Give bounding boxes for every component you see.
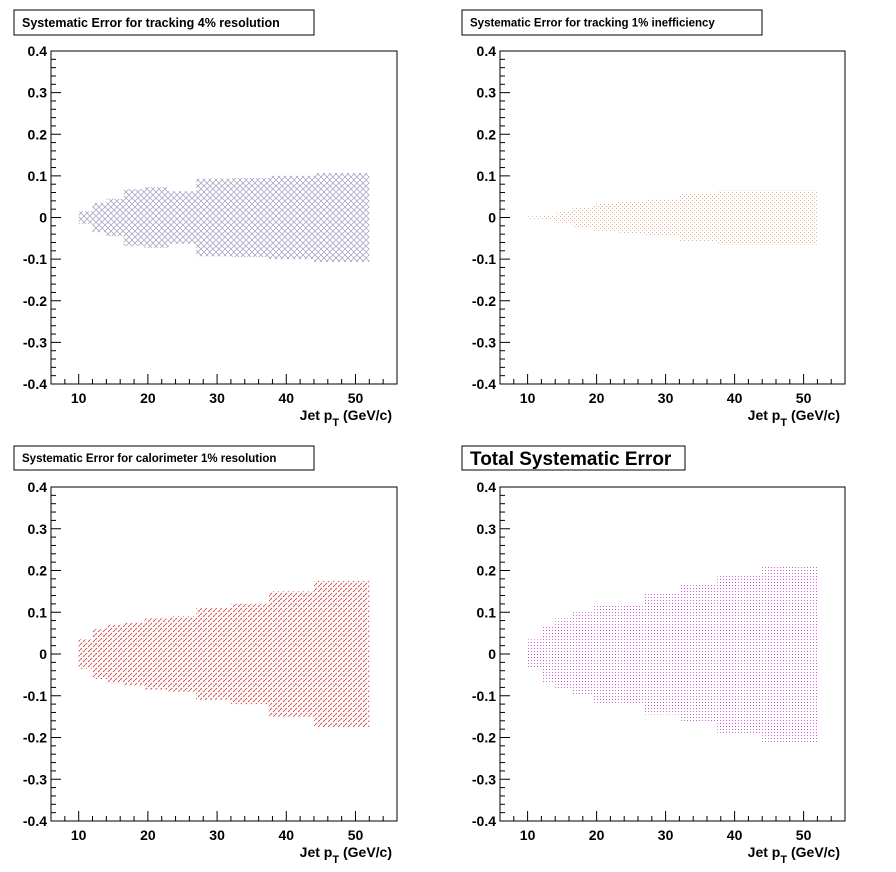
title-box bbox=[461, 445, 686, 471]
x-tick-label: 30 bbox=[209, 827, 225, 843]
x-axis-title: Jet pT (GeV/c) bbox=[300, 407, 392, 429]
y-tick-label: 0.3 bbox=[477, 521, 497, 537]
y-tick-label: 0 bbox=[39, 646, 47, 662]
x-tick-label: 20 bbox=[140, 827, 156, 843]
x-tick-label: 30 bbox=[209, 390, 225, 406]
y-tick-label: 0.4 bbox=[28, 479, 48, 495]
y-tick-label: -0.3 bbox=[23, 334, 47, 350]
x-tick-label: 40 bbox=[727, 827, 743, 843]
x-axis-title: Jet pT (GeV/c) bbox=[300, 844, 392, 866]
error-band bbox=[78, 580, 370, 728]
x-tick-label: 10 bbox=[520, 390, 536, 406]
y-tick-label: -0.4 bbox=[23, 813, 47, 829]
y-tick-label: 0.3 bbox=[28, 85, 48, 101]
y-tick-label: 0.2 bbox=[28, 563, 48, 579]
x-tick-label: 10 bbox=[71, 827, 87, 843]
x-tick-label: 10 bbox=[520, 827, 536, 843]
y-tick-label: -0.3 bbox=[472, 334, 496, 350]
x-tick-label: 10 bbox=[71, 390, 87, 406]
chart-panel-4: -0.4 -0.3 -0.2 -0.1 0 0.1 0.2 0.3 0.4 10 20 30 40 50J… bbox=[461, 445, 846, 866]
chart-title: Total Systematic Error bbox=[470, 449, 672, 470]
y-tick-label: -0.1 bbox=[472, 251, 496, 267]
chart-panel-2: -0.4 -0.3 -0.2 -0.1 0 0.1 0.2 0.3 0.4 10 20 30 40 50J… bbox=[461, 9, 846, 429]
title-box bbox=[13, 445, 315, 471]
x-tick-label: 50 bbox=[796, 827, 812, 843]
y-tick-label: -0.1 bbox=[23, 688, 47, 704]
error-band bbox=[527, 565, 818, 743]
error-band bbox=[78, 172, 370, 263]
y-tick-label: 0 bbox=[488, 646, 496, 662]
x-tick-label: 30 bbox=[658, 390, 674, 406]
y-tick-label: 0.4 bbox=[477, 479, 497, 495]
title-box bbox=[13, 9, 315, 36]
title-box bbox=[461, 9, 763, 36]
chart-title: Systematic Error for tracking 4% resolut… bbox=[22, 16, 280, 30]
y-tick-label: 0 bbox=[39, 210, 47, 226]
y-tick-label: 0.3 bbox=[28, 521, 48, 537]
error-band bbox=[527, 190, 818, 245]
y-tick-label: -0.1 bbox=[23, 251, 47, 267]
y-tick-label: 0.1 bbox=[477, 168, 497, 184]
y-tick-label: 0.1 bbox=[477, 604, 497, 620]
y-tick-label: 0.2 bbox=[28, 126, 48, 142]
chart-title: Systematic Error for tracking 1% ineffic… bbox=[470, 18, 715, 30]
y-tick-label: 0.2 bbox=[477, 563, 497, 579]
x-axis-title: Jet pT (GeV/c) bbox=[748, 407, 840, 429]
x-axis-title: Jet pT (GeV/c) bbox=[748, 844, 840, 866]
y-tick-label: -0.2 bbox=[23, 730, 47, 746]
y-tick-label: 0.2 bbox=[477, 126, 497, 142]
x-tick-label: 40 bbox=[278, 390, 294, 406]
y-tick-label: -0.3 bbox=[23, 771, 47, 787]
y-tick-label: -0.4 bbox=[472, 813, 496, 829]
y-tick-label: -0.2 bbox=[472, 730, 496, 746]
x-tick-label: 40 bbox=[278, 827, 294, 843]
y-tick-label: 0.1 bbox=[28, 604, 48, 620]
y-tick-label: -0.1 bbox=[472, 688, 496, 704]
y-tick-label: -0.2 bbox=[472, 293, 496, 309]
y-tick-label: 0.4 bbox=[477, 43, 497, 59]
y-tick-label: -0.2 bbox=[23, 293, 47, 309]
x-tick-label: 50 bbox=[348, 827, 364, 843]
y-tick-label: 0.4 bbox=[28, 43, 48, 59]
x-tick-label: 50 bbox=[348, 390, 364, 406]
x-tick-label: 40 bbox=[727, 390, 743, 406]
chart-title: Systematic Error for calorimeter 1% reso… bbox=[22, 453, 276, 465]
chart-panel-1: -0.4 -0.3 -0.2 -0.1 0 0.1 0.2 0.3 0.4 10 20 30 40 50J… bbox=[13, 9, 398, 429]
chart-panel-3: -0.4 -0.3 -0.2 -0.1 0 0.1 0.2 0.3 0.4 10 20 30 40 50J… bbox=[13, 445, 398, 866]
y-tick-label: 0 bbox=[488, 210, 496, 226]
x-tick-label: 20 bbox=[589, 390, 605, 406]
x-tick-label: 50 bbox=[796, 390, 812, 406]
y-tick-label: -0.4 bbox=[472, 376, 496, 392]
y-tick-label: -0.3 bbox=[472, 771, 496, 787]
y-tick-label: 0.1 bbox=[28, 168, 48, 184]
x-tick-label: 20 bbox=[589, 827, 605, 843]
x-tick-label: 20 bbox=[140, 390, 156, 406]
y-tick-label: -0.4 bbox=[23, 376, 47, 392]
y-tick-label: 0.3 bbox=[477, 85, 497, 101]
x-tick-label: 30 bbox=[658, 827, 674, 843]
